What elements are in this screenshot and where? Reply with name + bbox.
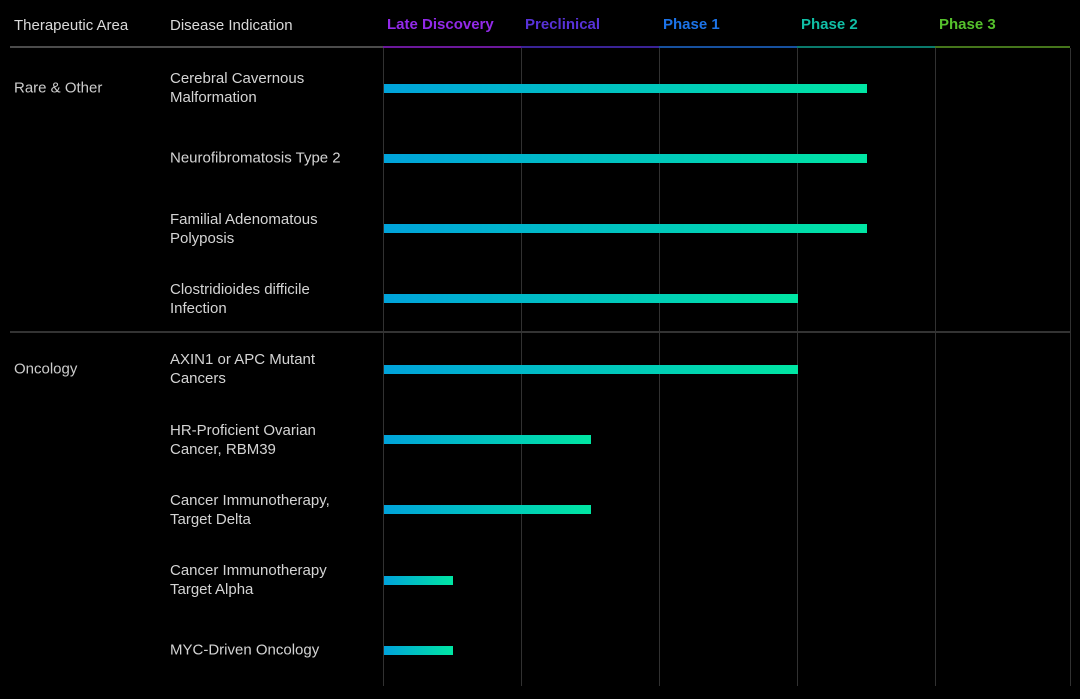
pipeline-bar-myc-driven-oncology	[384, 645, 453, 655]
header-rule-segment-phase-1	[659, 46, 797, 48]
header-rule-segment-phase-3	[935, 46, 1070, 48]
header-rule-segment-preclinical	[521, 46, 659, 48]
grid-line	[1070, 48, 1071, 686]
therapeutic-area-label-oncology: Oncology	[14, 360, 78, 378]
disease-indication-label: Familial Adenomatous Polyposis	[170, 210, 318, 247]
disease-indication-label: MYC-Driven Oncology	[170, 641, 320, 659]
phase-header-phase-1: Phase 1	[663, 16, 720, 33]
disease-indication-label: Cancer Immunotherapy, Target Delta	[170, 491, 330, 528]
pipeline-bar-cancer-immunotherapy-target-alpha	[384, 575, 453, 585]
phase-header-preclinical: Preclinical	[525, 16, 601, 33]
header-rule-segment-late-discovery	[383, 46, 521, 48]
pipeline-bar-hr-proficient-ovarian-cancer-rbm39	[384, 435, 591, 444]
pipeline-bar-familial-adenomatous-polyposis	[384, 224, 867, 234]
pipeline-bar-axin1-or-apc-mutant-cancers	[384, 364, 798, 374]
disease-indication-label: AXIN1 or APC Mutant Cancers	[170, 351, 316, 388]
header-rule-left-segment	[10, 46, 383, 48]
phase-header-late-discovery: Late Discovery	[387, 16, 494, 33]
pipeline-bar-cerebral-cavernous-malformation	[384, 83, 867, 93]
column-header-disease-indication: Disease Indication	[170, 17, 293, 34]
section-divider	[10, 331, 1070, 333]
disease-indication-label: Neurofibromatosis Type 2	[170, 149, 341, 167]
pipeline-bar-cancer-immunotherapy-target-delta	[384, 505, 591, 515]
grid-line	[383, 48, 384, 686]
disease-indication-label: Cancer Immunotherapy Target Alpha	[170, 562, 327, 599]
disease-indication-label: Cerebral Cavernous Malformation	[170, 70, 305, 106]
pipeline-bar-clostridioides-difficile-infection	[384, 294, 798, 304]
grid-line	[935, 48, 936, 686]
header-rule-segment-phase-2	[797, 46, 935, 48]
phase-header-phase-3: Phase 3	[939, 16, 996, 33]
pipeline-bar-neurofibromatosis-type-2	[384, 153, 867, 163]
disease-indication-label: HR-Proficient Ovarian Cancer, RBM39	[170, 421, 316, 458]
therapeutic-area-label-rare-other: Rare & Other	[14, 79, 103, 97]
disease-indication-label: Clostridioides difficile Infection	[170, 280, 310, 317]
phase-header-phase-2: Phase 2	[801, 16, 858, 33]
column-header-therapeutic-area: Therapeutic Area	[14, 17, 129, 34]
